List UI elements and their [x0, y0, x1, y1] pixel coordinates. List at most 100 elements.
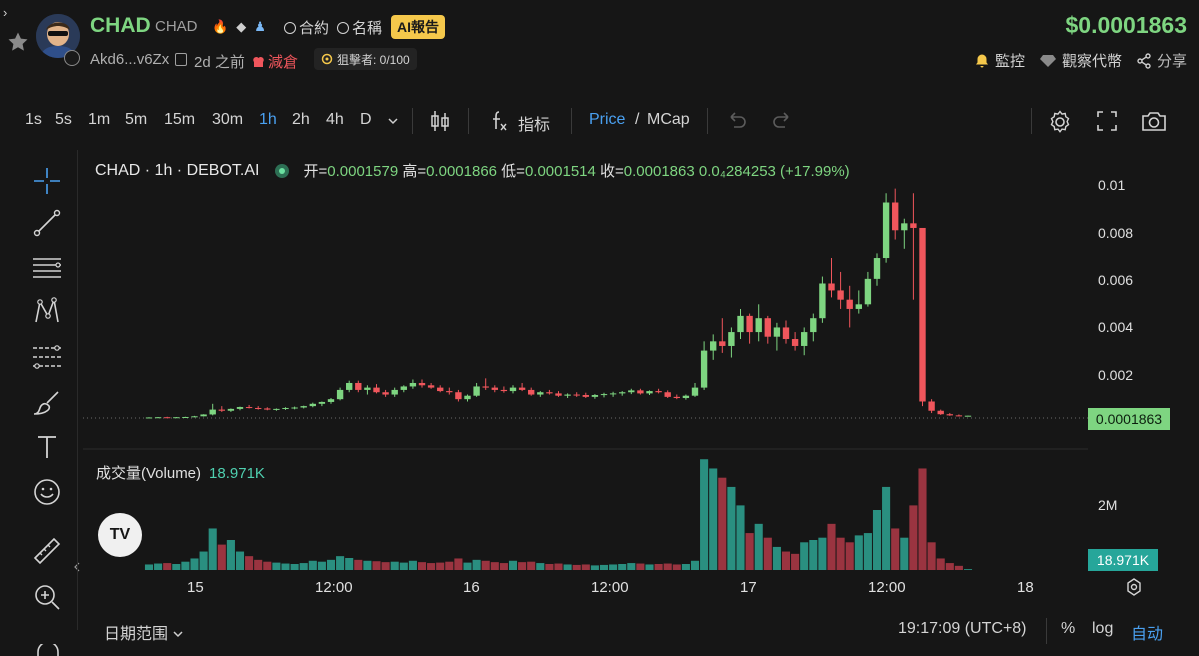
- volume-bar: [345, 558, 354, 570]
- chevron-down-icon: [173, 631, 183, 638]
- open-value: 0.0001579: [327, 163, 399, 180]
- candle-body: [227, 408, 235, 411]
- zoom-in-icon[interactable]: [30, 580, 64, 614]
- candle-body: [646, 391, 653, 394]
- fib-retracement-tool-icon[interactable]: [30, 340, 64, 374]
- token-name: CHAD: [90, 14, 151, 37]
- camera-icon[interactable]: [1140, 109, 1168, 133]
- timeframe-d[interactable]: D: [360, 111, 372, 128]
- candle-body: [801, 332, 808, 346]
- volume-bar: [399, 562, 408, 570]
- date-range-button[interactable]: 日期范围: [104, 620, 184, 644]
- timeframe-2h[interactable]: 2h: [292, 111, 310, 128]
- watch-token-button[interactable]: 觀察代幣: [1039, 50, 1122, 71]
- ruler-tool-icon[interactable]: [30, 534, 64, 568]
- timeframe-30m[interactable]: 30m: [212, 111, 244, 128]
- watch-label: 觀察代幣: [1061, 53, 1122, 70]
- volume-bar: [545, 564, 554, 570]
- axis-settings-icon[interactable]: [1124, 577, 1144, 597]
- time-axis-tick: 12:00: [591, 579, 629, 596]
- candle-body: [309, 403, 316, 407]
- candlestick-chart[interactable]: [83, 150, 1088, 570]
- name-search-link[interactable]: 名稱: [337, 17, 382, 38]
- volume-bar: [572, 564, 581, 570]
- timeframe-4h[interactable]: 4h: [326, 111, 344, 128]
- timeframe-15m[interactable]: 15m: [164, 111, 196, 128]
- share-button[interactable]: 分享: [1136, 50, 1187, 71]
- volume-bar: [254, 559, 263, 570]
- candle-body: [555, 393, 562, 396]
- indicators-button[interactable]: 指标: [518, 117, 551, 134]
- candle-body: [373, 387, 380, 393]
- ai-report-button[interactable]: AI報告: [391, 15, 445, 39]
- emoji-tool-icon[interactable]: [30, 475, 64, 509]
- candle-body: [582, 395, 589, 397]
- chef-hat-icon: [253, 56, 264, 67]
- contract-search-link[interactable]: 合約: [284, 17, 329, 38]
- candle-body: [400, 386, 407, 390]
- fullscreen-icon[interactable]: [1096, 110, 1118, 132]
- volume-bar: [745, 533, 754, 570]
- volume-bar: [381, 562, 390, 570]
- redo-icon[interactable]: [772, 111, 794, 131]
- candle-body: [682, 395, 690, 399]
- tradingview-logo[interactable]: TV: [98, 513, 142, 557]
- candle-body: [364, 387, 371, 390]
- volume-bar: [208, 528, 217, 570]
- volume-bar: [427, 563, 436, 570]
- star-icon[interactable]: [6, 30, 30, 54]
- candle-body: [664, 392, 671, 397]
- token-age: 2d 之前: [194, 54, 245, 71]
- volume-bar: [882, 486, 891, 570]
- settings-gear-icon[interactable]: [1047, 109, 1073, 135]
- timezone-clock[interactable]: 19:17:09 (UTC+8): [898, 620, 1027, 637]
- percent-scale-toggle[interactable]: %: [1061, 620, 1076, 637]
- candle-body: [291, 407, 298, 409]
- candles-group: [145, 188, 972, 419]
- chart-legend-title: CHAD · 1h · DEBOT.AI: [95, 161, 260, 179]
- volume-bar: [918, 468, 927, 570]
- change-value: 0.0₄284253 (+17.99%): [698, 163, 850, 180]
- chevron-down-icon[interactable]: [387, 116, 399, 126]
- candle-body: [154, 417, 162, 419]
- hacker-icon: ◆: [236, 19, 247, 34]
- volume-bar: [536, 563, 545, 570]
- pattern-tool-icon[interactable]: [30, 294, 64, 328]
- text-tool-icon[interactable]: [30, 430, 64, 464]
- timeframe-1h[interactable]: 1h: [259, 111, 277, 128]
- volume-bar: [618, 564, 627, 570]
- undo-icon[interactable]: [725, 111, 747, 131]
- volume-bar: [590, 565, 599, 570]
- indicators-fx-icon[interactable]: [487, 109, 511, 133]
- horizontal-lines-tool-icon[interactable]: [30, 250, 64, 284]
- low-key: 低=: [501, 163, 525, 180]
- log-scale-toggle[interactable]: log: [1092, 620, 1114, 637]
- volume-bar: [954, 565, 963, 570]
- volume-bar: [226, 540, 235, 570]
- timeframe-5s[interactable]: 5s: [55, 111, 72, 128]
- candle-body: [946, 414, 953, 416]
- volume-bar: [609, 564, 618, 570]
- collapse-chevron-icon[interactable]: ›: [3, 5, 8, 20]
- timeframe-1m[interactable]: 1m: [88, 111, 111, 128]
- candlestick-type-icon[interactable]: [429, 109, 451, 133]
- volume-bar: [709, 468, 718, 570]
- chain-badge-icon: [64, 50, 80, 66]
- copy-icon[interactable]: [175, 53, 187, 66]
- price-toggle[interactable]: Price: [589, 111, 626, 128]
- crosshair-tool-icon[interactable]: [30, 164, 64, 198]
- timeframe-5m[interactable]: 5m: [125, 111, 148, 128]
- volume-bars-group: [144, 459, 973, 570]
- volume-bar: [863, 533, 872, 570]
- mcap-toggle[interactable]: MCap: [647, 111, 690, 128]
- auto-scale-toggle[interactable]: 自动: [1131, 626, 1164, 643]
- volume-bar: [326, 559, 336, 570]
- trendline-tool-icon[interactable]: [30, 206, 64, 240]
- brush-tool-icon[interactable]: [30, 386, 64, 420]
- timeframe-1s[interactable]: 1s: [25, 111, 42, 128]
- candle-body: [473, 386, 480, 396]
- magnet-tool-icon[interactable]: [36, 644, 60, 656]
- volume-bar: [727, 486, 736, 570]
- volume-bar: [800, 542, 809, 570]
- monitor-button[interactable]: 監控: [974, 50, 1025, 71]
